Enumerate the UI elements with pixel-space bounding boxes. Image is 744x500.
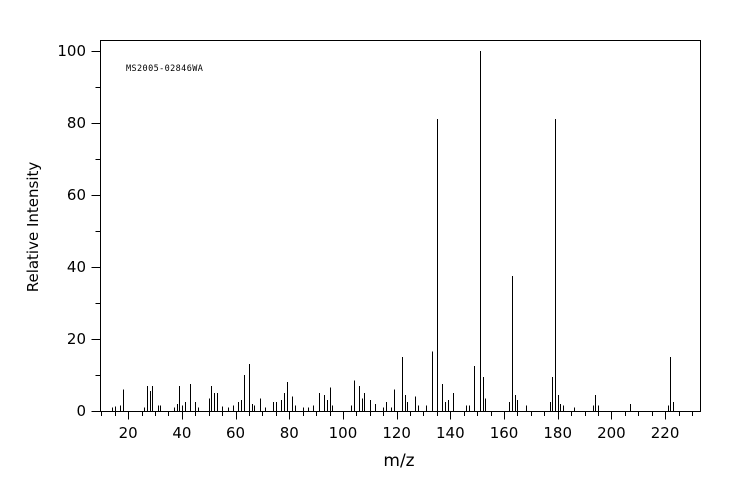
x-tick-label: 60 <box>226 424 245 442</box>
y-axis-title: Relative Intensity <box>24 161 42 293</box>
x-tick-label: 140 <box>436 424 465 442</box>
x-axis-title: m/z <box>383 451 415 471</box>
x-tick-label: 20 <box>119 424 138 442</box>
x-tick-label: 160 <box>490 424 519 442</box>
spectrum-id-label: MS2005-02846WA <box>126 64 204 74</box>
y-tick-label: 80 <box>67 114 86 132</box>
x-tick-label: 200 <box>597 424 626 442</box>
y-tick-label: 0 <box>76 402 86 420</box>
x-tick-label: 220 <box>651 424 680 442</box>
y-tick-label: 40 <box>67 258 86 276</box>
y-tick-label: 100 <box>57 42 86 60</box>
plot-border <box>100 40 701 412</box>
x-tick-label: 80 <box>280 424 299 442</box>
y-tick-label: 20 <box>67 330 86 348</box>
x-tick-label: 180 <box>543 424 572 442</box>
x-tick-label: 40 <box>172 424 191 442</box>
y-tick-label: 60 <box>67 186 86 204</box>
x-tick-label: 100 <box>329 424 358 442</box>
x-tick-label: 120 <box>382 424 411 442</box>
